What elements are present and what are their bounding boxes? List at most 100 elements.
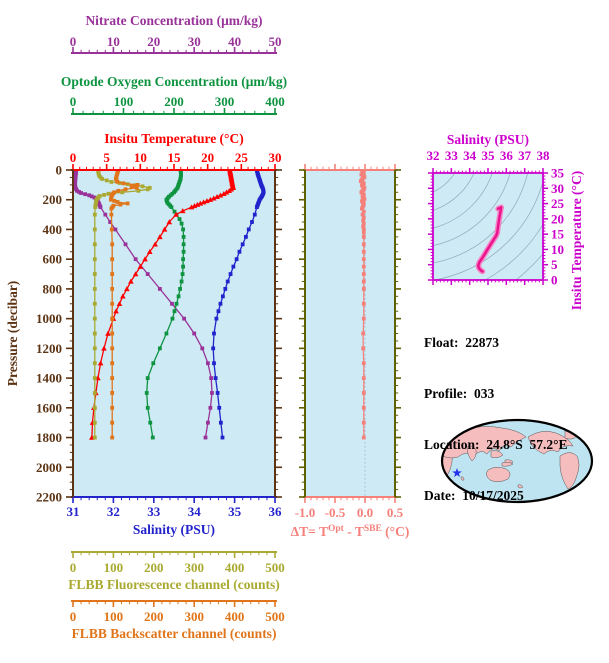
delta-t-bottom-axis-tick-label: 0.5	[387, 505, 404, 520]
ts-temperature-tick-label: 15	[551, 227, 565, 242]
pressure-tick-label: 800	[43, 281, 63, 296]
salinity-axis-tick-label: 33	[147, 504, 161, 519]
ts-temperature-tick-label: 5	[551, 257, 558, 272]
ts-salinity-tick-label: 36	[500, 148, 514, 163]
oxygen-axis-title: Optode Oxygen Concentration (μm/kg)	[61, 74, 287, 89]
map-outline	[440, 418, 594, 504]
pressure-tick-label: 1000	[36, 311, 62, 326]
pressure-tick-label: 1400	[36, 371, 62, 386]
delta-t-top-axis-tick-label: -0.5	[325, 0, 346, 3]
fluorescence-axis: 0 100 200 300 400 500 FLBB Fluorescence channe…	[68, 551, 285, 592]
fluorescence-axis-tick-label: 200	[144, 560, 164, 575]
backscatter-axis-title: FLBB Backscatter channel (counts)	[72, 626, 277, 641]
delta-t-top-axis-tick-label: 0.5	[387, 0, 404, 3]
temperature-axis-tick-label: 0	[70, 150, 77, 165]
fluorescence-axis-tick-label: 400	[225, 560, 245, 575]
nitrate-axis-tick-label: 0	[70, 34, 77, 49]
backscatter-series	[109, 170, 140, 440]
pressure-tick-label: 2200	[36, 490, 62, 505]
ts-temperature-tick-label: 25	[551, 196, 565, 211]
nitrate-axis-tick-label: 40	[228, 34, 241, 49]
fluorescence-axis-tick-label: 0	[70, 560, 77, 575]
backscatter-axis: 0 100 200 300 400 500 FLBB Backscatter channel…	[70, 600, 285, 641]
float-id-line: Float: 22873	[424, 335, 499, 350]
pressure-tick-label: 200	[43, 192, 63, 207]
ts-temperature-tick-label: 10	[551, 242, 564, 257]
pressure-tick-label: 2000	[36, 460, 62, 475]
ts-salinity-tick-label: 32	[427, 148, 440, 163]
ts-temperature-tick-label: 20	[551, 211, 564, 226]
ts-salinity-tick-label: 38	[537, 148, 551, 163]
ts-salinity-tick-label: 35	[482, 148, 496, 163]
date-line: Date: 10/17/2025	[424, 488, 524, 503]
salinity-axis-title: Salinity (PSU)	[133, 522, 215, 537]
pressure-axis: 0 200 400 600 800 1000 1200 1400 1600 1800 2000 220…	[36, 163, 74, 505]
pressure-tick-label: 1200	[36, 341, 62, 356]
delta-t-bottom-axis: -1.0-0.50.00.5undefined	[295, 496, 404, 520]
oxygen-axis-tick-label: 400	[265, 94, 285, 109]
oxygen-series	[144, 170, 186, 440]
salinity-axis-tick-label: 35	[228, 504, 242, 519]
fluorescence-axis-tick-label: 500	[265, 560, 285, 575]
nitrate-axis: 0 10 20 30 40 50 Nitrate Concentration (μm/kg)	[70, 13, 282, 54]
ts-salinity-tick-label: 37	[518, 148, 532, 163]
fluorescence-axis-tick-label: 100	[104, 560, 124, 575]
nitrate-series	[73, 170, 214, 440]
pressure-tick-label: 600	[43, 252, 63, 267]
ts-salinity-tick-label: 34	[463, 148, 477, 163]
backscatter-axis-tick-label: 0	[70, 609, 77, 624]
temperature-axis-tick-label: 10	[134, 150, 147, 165]
salinity-axis: 31 32 33 34 35 36 Salinity (PSU)	[67, 496, 282, 537]
backscatter-axis-tick-label: 200	[144, 609, 164, 624]
nitrate-axis-tick-label: 20	[147, 34, 160, 49]
ts-temperature-tick-label: 0	[551, 273, 558, 288]
float-location-marker	[452, 468, 462, 477]
location-line: Location: 24.8°S 57.2°E	[424, 437, 568, 452]
ts-background	[433, 173, 543, 280]
delta-t-background	[305, 170, 395, 497]
fluorescence-axis-title: FLBB Fluorescence channel (counts)	[68, 577, 280, 592]
pressure-tick-label: 400	[43, 222, 63, 237]
ts-salinity-tick-label: 33	[445, 148, 459, 163]
nitrate-axis-tick-label: 10	[107, 34, 120, 49]
ts-temperature-title: Insitu Temperature (°C)	[569, 171, 584, 310]
oxygen-axis: 0 100 200 300 400 Optode Oxygen Concentration…	[61, 74, 287, 115]
main-plot-background	[73, 170, 275, 497]
delta-t-top-axis: -1.0-0.50.00.5undefined	[295, 0, 404, 171]
temperature-axis-title: Insitu Temperature (°C)	[104, 131, 243, 146]
delta-t-bottom-axis-tick-label: 0.0	[357, 505, 373, 520]
ts-temperature-tick-label: 35	[551, 166, 565, 181]
oxygen-axis-tick-label: 200	[164, 94, 184, 109]
backscatter-axis-tick-label: 300	[184, 609, 204, 624]
pressure-axis-title: Pressure (decibar)	[5, 281, 20, 387]
temperature-axis-tick-label: 30	[269, 150, 282, 165]
salinity-axis-tick-label: 32	[107, 504, 120, 519]
temperature-axis-tick-label: 5	[103, 150, 110, 165]
profile-line: Profile: 033	[424, 386, 495, 401]
backscatter-axis-tick-label: 400	[225, 609, 245, 624]
nitrate-axis-tick-label: 30	[188, 34, 201, 49]
pressure-tick-label: 1600	[36, 400, 62, 415]
salinity-axis-tick-label: 34	[188, 504, 202, 519]
world-map	[440, 418, 594, 504]
pressure-tick-label: 0	[56, 163, 63, 178]
float-info-block: Float: 22873 Profile: 033 Location: 24.8…	[424, 300, 568, 538]
temperature-series	[89, 170, 237, 440]
oxygen-axis-tick-label: 300	[215, 94, 235, 109]
backscatter-axis-tick-label: 100	[104, 609, 124, 624]
delta-t-bottom-axis-tick-label: -1.0	[295, 505, 316, 520]
ts-temperature-tick-label: 30	[551, 181, 564, 196]
temperature-axis-tick-label: 15	[168, 150, 182, 165]
temperature-axis-tick-label: 25	[235, 150, 249, 165]
salinity-axis-tick-label: 31	[67, 504, 80, 519]
backscatter-axis-tick-label: 500	[265, 609, 285, 624]
fluorescence-axis-tick-label: 300	[184, 560, 204, 575]
delta-t-top-axis-tick-label: -1.0	[295, 0, 316, 3]
delta-t-bottom-axis-tick-label: -0.5	[325, 505, 346, 520]
delta-t-series	[358, 170, 367, 440]
delta-t-top-axis-tick-label: 0.0	[357, 0, 373, 3]
delta-t-frame	[299, 169, 401, 498]
temperature-axis-tick-label: 20	[201, 150, 214, 165]
